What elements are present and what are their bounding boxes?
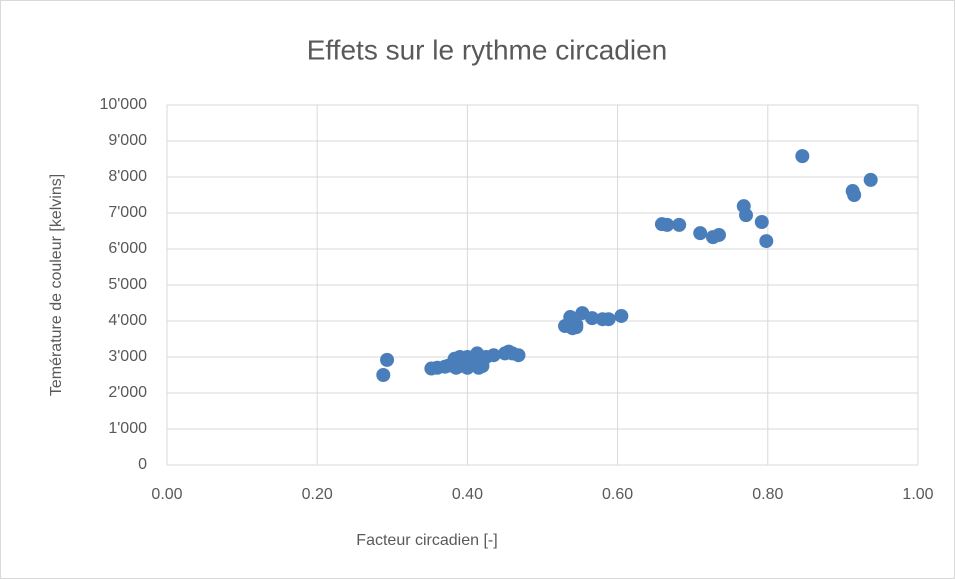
x-tick-label: 0.20 xyxy=(302,486,333,503)
scatter-point xyxy=(711,227,726,242)
scatter-point xyxy=(569,320,584,335)
x-axis-label: Facteur circadien [-] xyxy=(356,532,497,549)
y-tick-label: 5'000 xyxy=(108,276,147,293)
scatter-point xyxy=(693,226,708,241)
scatter-point xyxy=(585,311,600,326)
y-tick-label: 9'000 xyxy=(108,132,147,149)
x-tick-label: 0.00 xyxy=(151,486,182,503)
y-tick-label: 1'000 xyxy=(108,420,147,437)
scatter-point xyxy=(672,217,687,232)
scatter-point xyxy=(380,352,395,367)
scatter-point xyxy=(754,215,769,229)
y-tick-label: 0 xyxy=(138,456,147,473)
scatter-point xyxy=(739,208,754,223)
x-tick-label: 1.00 xyxy=(902,486,933,503)
scatter-point xyxy=(376,368,391,382)
y-tick-label: 7'000 xyxy=(108,204,147,221)
scatter-point xyxy=(759,234,774,249)
y-axis-label: Temérature de couleur [kelvins] xyxy=(48,174,65,396)
scatter-point xyxy=(486,348,501,363)
x-tick-label: 0.40 xyxy=(452,486,483,503)
chart-title: Effets sur le rythme circadien xyxy=(307,34,668,65)
scatter-point xyxy=(511,348,526,363)
scatter-point xyxy=(601,312,616,327)
x-tick-label: 0.60 xyxy=(602,486,633,503)
y-tick-label: 3'000 xyxy=(108,348,147,365)
y-tick-label: 2'000 xyxy=(108,384,147,401)
scatter-point xyxy=(614,308,629,323)
y-tick-label: 6'000 xyxy=(108,240,147,257)
scatter-point xyxy=(847,188,862,202)
scatter-point xyxy=(795,149,810,164)
scatter-point xyxy=(660,217,675,232)
y-tick-label: 10'000 xyxy=(99,96,147,113)
y-tick-label: 8'000 xyxy=(108,168,147,185)
scatter-point xyxy=(863,172,878,187)
x-tick-label: 0.80 xyxy=(752,486,783,503)
y-tick-label: 4'000 xyxy=(108,312,147,329)
